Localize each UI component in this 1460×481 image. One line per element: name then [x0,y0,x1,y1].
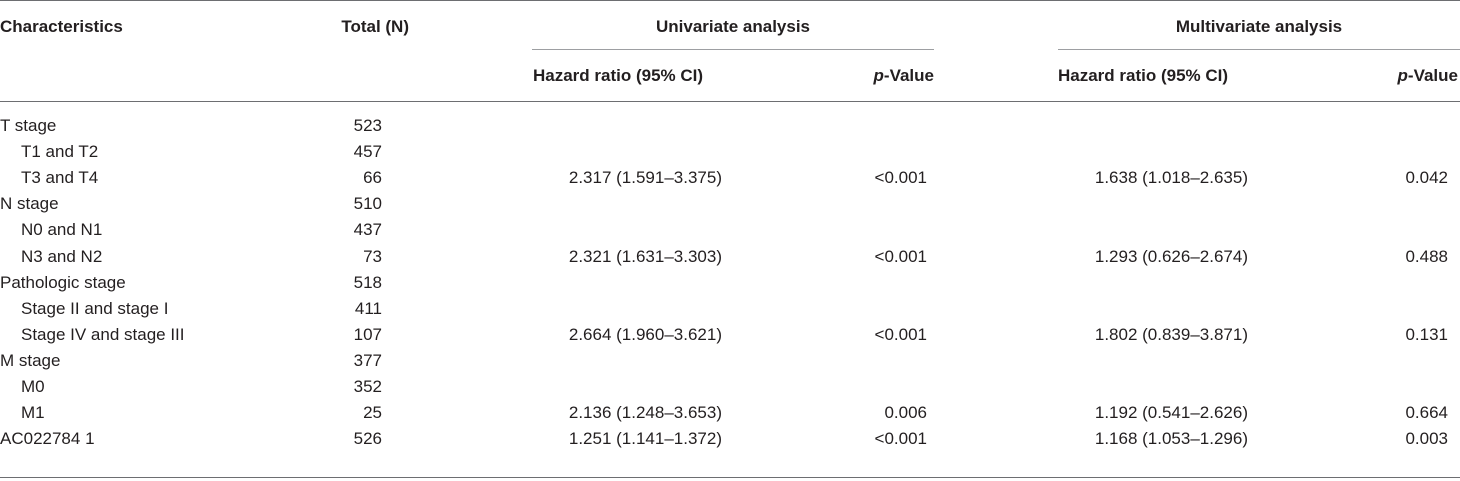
univariate-underline [532,49,934,50]
cell-uni-hr: 2.664 (1.960–3.621) [568,325,722,344]
cell-total: 377 [353,351,382,370]
header-characteristics: Characteristics [0,17,123,36]
cell-total: 107 [353,325,382,344]
cell-characteristic: M1 [21,403,45,422]
cell-multi-p: 0.131 [1405,325,1448,344]
cell-characteristic: Stage II and stage I [21,299,169,318]
cell-characteristic: T3 and T4 [21,168,99,187]
cell-uni-p: <0.001 [874,325,927,344]
cell-uni-hr: 2.317 (1.591–3.375) [568,168,722,187]
cell-total: 526 [353,429,382,448]
cell-uni-hr: 1.251 (1.141–1.372) [568,429,722,448]
cell-characteristic: Pathologic stage [0,273,126,292]
cell-characteristic: T stage [0,116,57,135]
cell-total: 73 [363,247,382,266]
cell-uni-hr: 2.136 (1.248–3.653) [568,403,722,422]
header-bottom-rule [0,101,1460,102]
header-multi-hazard-ratio: Hazard ratio (95% CI) [1058,66,1229,85]
cell-total: 66 [363,168,382,187]
cell-total: 25 [363,403,382,422]
cell-multi-p: 0.664 [1405,403,1448,422]
cell-characteristic: N0 and N1 [21,220,103,239]
cell-total: 352 [353,377,382,396]
cell-total: 411 [354,299,382,318]
cell-characteristic: N3 and N2 [21,247,103,266]
header-multi-p-value: p-Value [1397,66,1458,85]
table-bottom-rule [0,477,1460,478]
header-uni-hazard-ratio: Hazard ratio (95% CI) [533,66,704,85]
cell-multi-p: 0.488 [1405,247,1448,266]
cell-characteristic: N stage [0,194,59,213]
cell-characteristic: AC022784 1 [0,429,95,448]
cell-uni-p: 0.006 [884,403,927,422]
cell-multi-p: 0.003 [1405,429,1448,448]
table-top-rule [0,0,1460,1]
cell-multi-hr: 1.192 (0.541–2.626) [1094,403,1248,422]
header-total: Total (N) [341,17,409,36]
cell-characteristic: M stage [0,351,61,370]
cell-multi-hr: 1.638 (1.018–2.635) [1094,168,1248,187]
cell-total: 437 [353,220,382,239]
header-uni-p-value: p-Value [873,66,934,85]
cell-multi-hr: 1.168 (1.053–1.296) [1094,429,1248,448]
cell-multi-hr: 1.802 (0.839–3.871) [1094,325,1248,344]
cell-total: 518 [353,273,382,292]
cell-total: 510 [353,194,382,213]
cell-total: 523 [353,116,382,135]
cell-total: 457 [353,142,382,161]
cell-uni-p: <0.001 [874,429,927,448]
cell-uni-p: <0.001 [874,168,927,187]
cell-multi-hr: 1.293 (0.626–2.674) [1094,247,1248,266]
cell-uni-hr: 2.321 (1.631–3.303) [568,247,722,266]
cell-multi-p: 0.042 [1405,168,1448,187]
cell-characteristic: T1 and T2 [21,142,99,161]
cell-uni-p: <0.001 [874,247,927,266]
header-univariate: Univariate analysis [655,17,811,36]
header-multivariate: Multivariate analysis [1175,17,1343,36]
multivariate-underline [1058,49,1460,50]
cell-characteristic: Stage IV and stage III [21,325,185,344]
cell-characteristic: M0 [21,377,45,396]
